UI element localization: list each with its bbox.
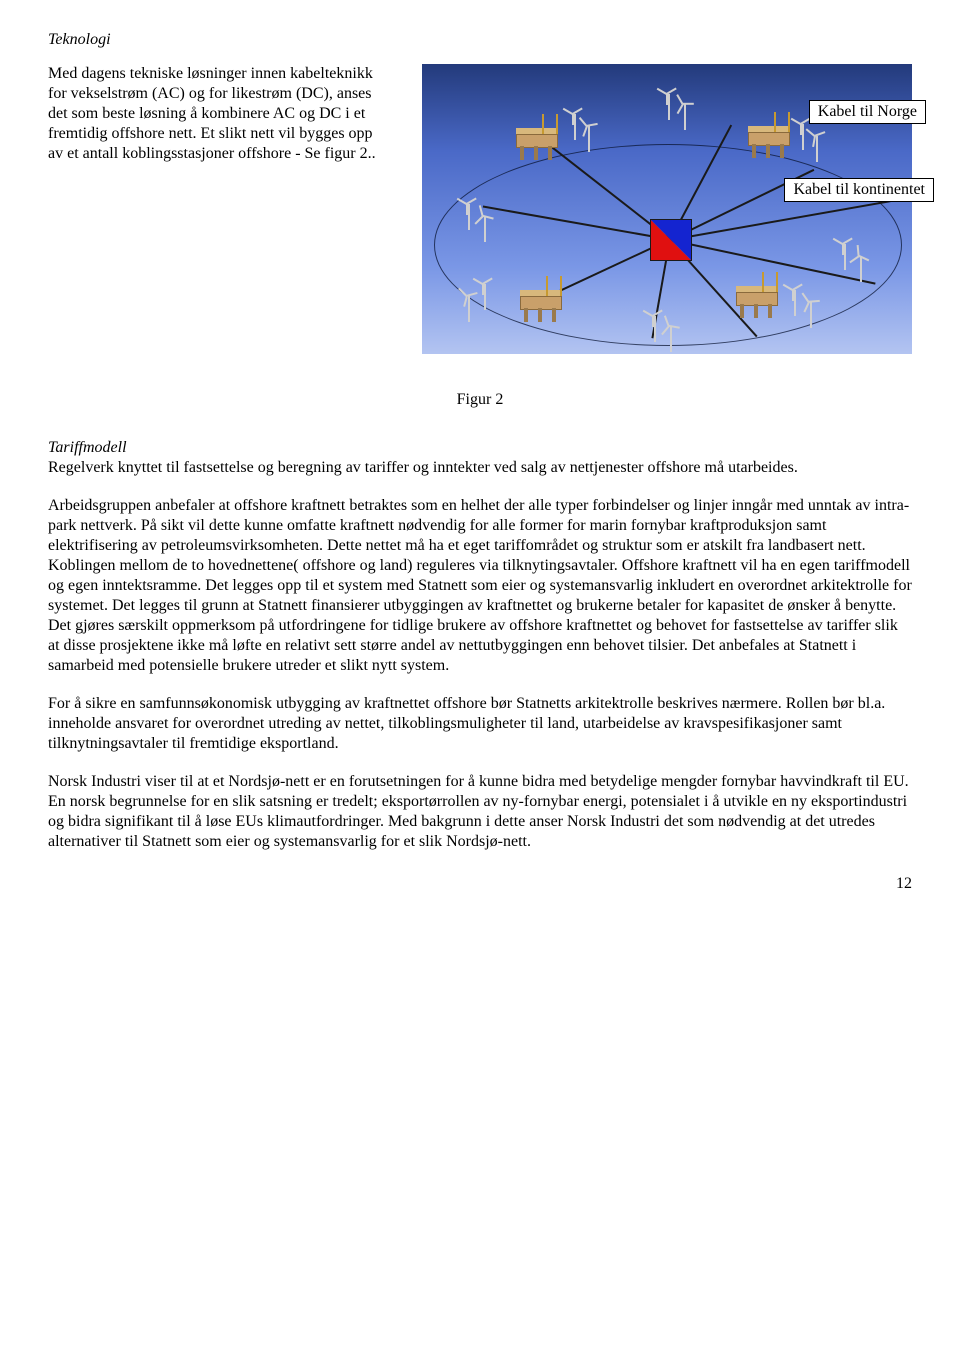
turbine-icon (792, 290, 798, 316)
figure-wrapper: Kabel til Norge Kabel til kontinentet (422, 64, 912, 354)
platform-icon (514, 286, 566, 322)
hub-converter-icon (650, 219, 692, 261)
turbine-icon (572, 114, 578, 140)
turbine-icon (800, 124, 806, 150)
turbine-icon (466, 296, 472, 322)
tariff-heading: Tariffmodell (48, 439, 127, 456)
section-heading: Teknologi (48, 30, 912, 50)
turbine-icon (682, 104, 688, 130)
cable-label-norway: Kabel til Norge (809, 100, 926, 124)
cable-label-continent: Kabel til kontinentet (784, 178, 934, 202)
turbine-icon (808, 302, 814, 328)
turbine-icon (668, 326, 674, 352)
page-number: 12 (48, 874, 912, 894)
turbine-icon (466, 204, 472, 230)
turbine-icon (842, 244, 848, 270)
paragraph-text: Arbeidsgruppen anbefaler at offshore kra… (48, 496, 912, 676)
platform-icon (730, 282, 782, 318)
platform-icon (510, 124, 562, 160)
paragraph-text: Regelverk knyttet til fastsettelse og be… (48, 459, 798, 476)
offshore-grid-figure: Kabel til Norge Kabel til kontinentet (422, 64, 912, 354)
turbine-icon (666, 94, 672, 120)
figure-caption: Figur 2 (48, 390, 912, 410)
turbine-icon (482, 216, 488, 242)
turbine-icon (814, 136, 820, 162)
turbine-icon (652, 316, 658, 342)
paragraph-text: Norsk Industri viser til at et Nordsjø-n… (48, 772, 912, 852)
intro-text: Med dagens tekniske løsninger innen kabe… (48, 64, 388, 164)
platform-icon (742, 122, 794, 158)
turbine-icon (586, 126, 592, 152)
tariff-paragraph: Tariffmodell Regelverk knyttet til fasts… (48, 438, 912, 478)
turbine-icon (858, 256, 864, 282)
turbine-icon (482, 284, 488, 310)
paragraph-text: For å sikre en samfunnsøkonomisk utbyggi… (48, 694, 912, 754)
intro-row: Med dagens tekniske løsninger innen kabe… (48, 64, 912, 354)
